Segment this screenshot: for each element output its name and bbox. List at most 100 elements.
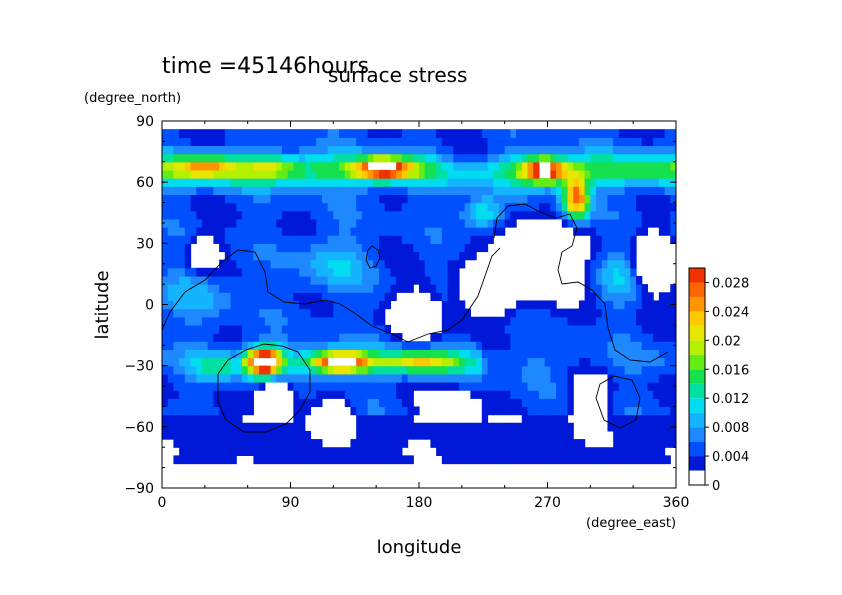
contour-cell [453,341,460,350]
contour-cell [401,381,409,391]
contour-cell [162,153,169,163]
contour-cell [641,439,649,448]
contour-cell [550,439,557,448]
x-units-label: (degree_east) [586,516,676,531]
contour-cell [613,161,620,171]
contour-cell [179,275,186,285]
contour-cell [538,381,546,391]
contour-cell [624,194,631,204]
contour-cell [447,447,454,456]
contour-cell [458,129,466,138]
contour-cell [653,137,660,147]
contour-cell [241,218,249,228]
contour-cell [201,284,209,293]
contour-cell [590,349,597,359]
contour-cell [670,324,676,334]
contour-cell [653,161,660,171]
contour-cell [310,349,317,359]
contour-cell [241,275,249,285]
contour-cell [259,129,266,138]
contour-cell [230,227,237,236]
contour-cell [578,210,586,220]
contour-cell [521,300,529,310]
contour-cell [236,202,243,212]
contour-cell [521,145,529,155]
contour-cell [630,381,637,391]
contour-cell [179,381,186,391]
contour-cell [493,145,500,155]
contour-cell [613,430,620,440]
contour-cell [230,267,237,277]
contour-cell [413,169,420,179]
colorbar-segment [689,412,705,428]
contour-cell [641,381,649,391]
contour-cell [379,316,386,326]
contour-cell [521,373,529,383]
contour-cell [184,414,192,424]
contour-cell [613,308,620,318]
contour-cell [578,194,586,204]
contour-cell [281,178,289,187]
contour-cell [207,218,214,228]
contour-cell [344,251,352,261]
contour-cell [493,381,500,391]
contour-cell [516,169,523,179]
contour-cell [510,333,517,342]
contour-cell [173,308,180,318]
contour-cell [653,357,660,367]
contour-cell [299,430,306,440]
contour-cell [430,194,437,204]
contour-cell [578,227,586,236]
contour-cell [533,324,540,334]
contour-cell [670,430,676,440]
contour-cell [607,235,614,244]
contour-cell [293,381,300,391]
contour-cell [630,398,637,408]
contour-cell [270,259,277,269]
contour-cell [321,218,329,228]
contour-cell [618,178,626,187]
contour-cell [413,186,420,195]
contour-cell [304,202,312,212]
contour-cell [596,202,603,212]
contour-cell [167,300,175,310]
contour-cell [316,373,323,383]
contour-cell [356,275,363,285]
contour-cell [253,145,260,155]
contour-cell [167,186,175,195]
contour-cell [327,235,334,244]
contour-cell [470,202,477,212]
contour-cell [401,373,409,383]
colorbar-segment [689,456,705,471]
contour-cell [167,308,175,318]
contour-cell [504,316,511,326]
contour-cell [658,145,666,155]
contour-cell [567,357,574,367]
contour-cell [196,292,203,302]
contour-cell [430,381,437,391]
contour-cell [481,365,489,375]
contour-cell [201,129,209,138]
contour-cell [573,341,580,350]
contour-cell [339,341,346,350]
contour-cell [396,275,403,285]
contour-cell [636,300,643,310]
contour-cell [533,430,540,440]
contour-cell [538,300,546,310]
contour-cell [350,145,357,155]
contour-cell [630,324,637,334]
contour-cell [670,316,676,326]
contour-cell [162,398,169,408]
contour-cell [613,227,620,236]
contour-cell [658,300,666,310]
contour-cell [664,414,671,424]
contour-cell [264,300,272,310]
contour-cell [396,430,403,440]
contour-cell [213,186,220,195]
contour-cell [276,275,283,285]
contour-cell [550,390,557,399]
contour-cell [607,218,614,228]
contour-cell [550,316,557,326]
contour-cell [487,129,494,138]
contour-cell [281,275,289,285]
